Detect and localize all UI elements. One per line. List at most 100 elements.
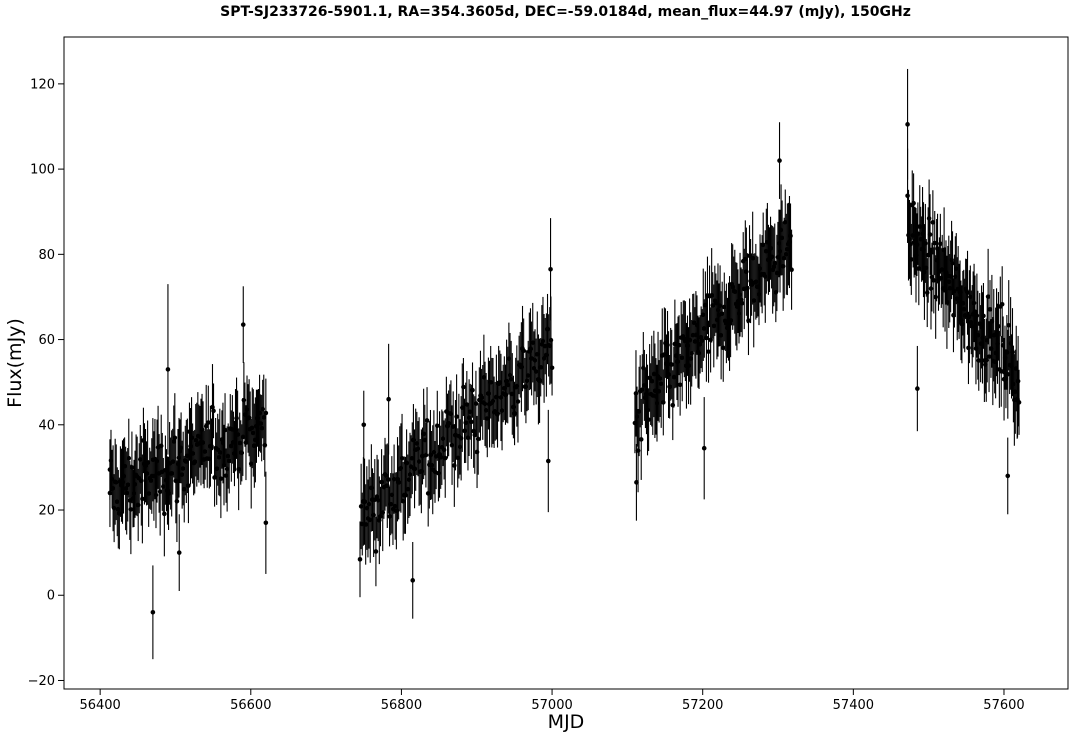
data-point xyxy=(174,498,180,504)
data-point xyxy=(548,266,553,272)
x-tick-label: 56800 xyxy=(381,698,422,713)
y-tick-label: 20 xyxy=(38,504,55,519)
data-point xyxy=(423,452,429,458)
data-point xyxy=(999,301,1005,307)
data-point xyxy=(777,158,782,163)
data-point xyxy=(932,240,938,246)
y-tick-label: 60 xyxy=(38,333,55,348)
x-tick-label: 57600 xyxy=(983,698,1024,713)
data-point xyxy=(638,437,644,442)
data-point xyxy=(633,391,639,396)
x-axis-ticks: 56400 56600 56800 57000 57200 57400 57600 xyxy=(79,689,1025,713)
data-point xyxy=(930,220,936,225)
data-point xyxy=(129,465,135,470)
data-point xyxy=(928,286,934,291)
data-point xyxy=(706,349,711,354)
data-point xyxy=(669,362,675,367)
data-point xyxy=(470,387,475,393)
data-point xyxy=(998,369,1004,374)
data-point xyxy=(789,267,794,273)
data-point xyxy=(983,357,989,363)
data-point xyxy=(461,384,466,390)
data-point xyxy=(469,419,474,425)
data-point xyxy=(260,406,266,412)
data-point xyxy=(1005,473,1011,479)
data-point xyxy=(986,354,992,359)
data-point xyxy=(745,285,750,291)
data-point xyxy=(971,300,977,306)
data-point xyxy=(218,476,224,481)
data-point xyxy=(521,348,526,354)
data-point xyxy=(938,241,943,247)
data-point xyxy=(981,313,986,319)
y-tick-label: 0 xyxy=(47,589,55,604)
data-point xyxy=(139,478,144,484)
data-point xyxy=(263,410,269,416)
data-point xyxy=(222,427,228,433)
data-point xyxy=(107,490,113,496)
data-point xyxy=(926,216,932,221)
data-point xyxy=(915,386,920,391)
data-point xyxy=(206,420,211,425)
y-tick-label: 100 xyxy=(30,163,55,178)
data-point xyxy=(454,414,459,419)
data-marks xyxy=(107,68,1022,660)
data-point xyxy=(996,324,1001,329)
data-point xyxy=(701,445,707,451)
data-point xyxy=(434,423,440,429)
data-point xyxy=(140,496,145,502)
data-point xyxy=(950,260,955,266)
data-point xyxy=(1010,349,1015,355)
data-point xyxy=(515,399,521,404)
x-tick-label: 57200 xyxy=(682,698,723,713)
data-point xyxy=(781,255,787,261)
data-point xyxy=(203,423,209,429)
data-point xyxy=(931,278,937,283)
data-point xyxy=(240,322,246,327)
plot-area-frame xyxy=(63,36,1069,690)
data-point xyxy=(927,232,933,237)
data-point xyxy=(788,233,793,239)
y-tick-label: −20 xyxy=(28,674,55,689)
data-point xyxy=(153,492,159,498)
data-point xyxy=(905,193,910,199)
data-point xyxy=(410,578,416,583)
data-point xyxy=(704,335,709,341)
data-point xyxy=(357,557,363,562)
data-point xyxy=(241,397,247,403)
data-point xyxy=(549,365,555,371)
data-point xyxy=(985,294,991,299)
data-point xyxy=(442,455,448,461)
data-point xyxy=(661,400,666,405)
data-point xyxy=(965,290,970,296)
data-point xyxy=(976,358,982,363)
data-point xyxy=(211,408,216,414)
y-axis-label: Flux(mJy) xyxy=(4,318,26,408)
data-point xyxy=(677,382,683,388)
data-point xyxy=(128,507,134,512)
data-point xyxy=(399,455,405,461)
data-point xyxy=(720,345,726,351)
data-point xyxy=(126,455,132,461)
data-point xyxy=(234,415,239,421)
x-tick-label: 57000 xyxy=(531,698,572,713)
data-point xyxy=(162,511,167,517)
data-point xyxy=(905,122,910,127)
data-point xyxy=(744,269,749,274)
data-point xyxy=(361,422,367,428)
chart-title: SPT-SJ233726-5901.1, RA=354.3605d, DEC=-… xyxy=(220,4,911,20)
data-point xyxy=(378,514,383,519)
data-point xyxy=(1015,396,1020,402)
data-point xyxy=(209,443,214,449)
x-axis-label: MJD xyxy=(548,711,585,733)
x-tick-label: 57400 xyxy=(833,698,874,713)
data-point xyxy=(176,550,182,555)
data-point xyxy=(746,318,751,323)
data-point xyxy=(473,401,479,406)
data-point xyxy=(157,489,163,494)
x-tick-label: 56400 xyxy=(79,698,120,713)
data-point xyxy=(966,345,971,351)
data-point xyxy=(150,609,156,615)
data-point xyxy=(670,402,676,408)
